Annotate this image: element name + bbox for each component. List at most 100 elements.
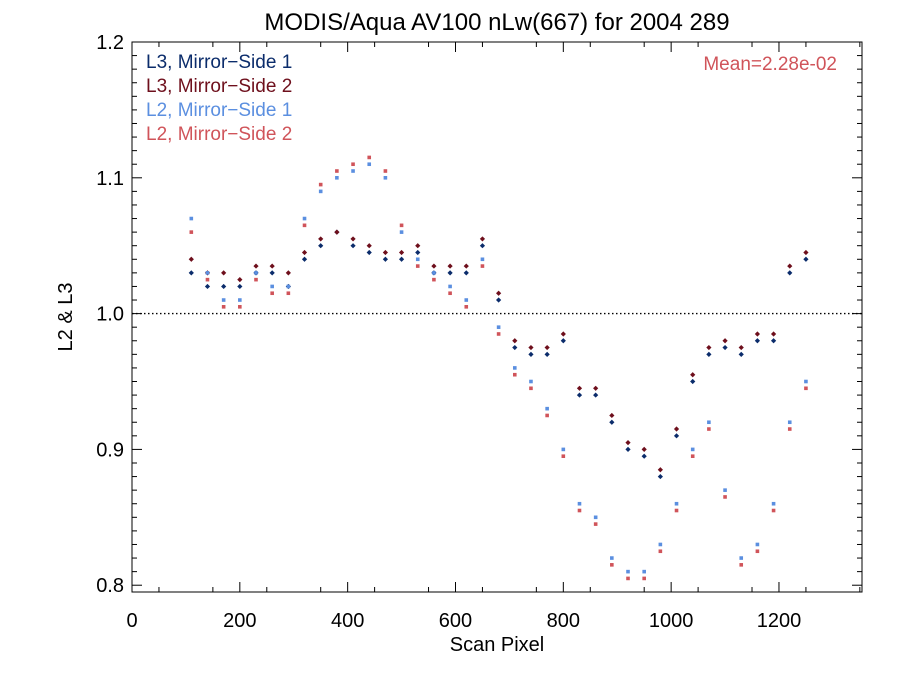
- data-point: [302, 223, 307, 228]
- data-point: [286, 291, 291, 296]
- data-point: [188, 270, 194, 276]
- data-point: [771, 501, 776, 506]
- data-point: [642, 569, 646, 574]
- data-point: [544, 344, 550, 351]
- data-point: [658, 542, 663, 547]
- data-point: [480, 257, 485, 262]
- data-point: [625, 446, 631, 453]
- data-point: [415, 243, 421, 249]
- data-point: [480, 264, 485, 268]
- data-point: [803, 249, 809, 256]
- data-point: [301, 256, 308, 262]
- data-point: [285, 270, 291, 276]
- data-point: [189, 230, 194, 234]
- data-point: [398, 249, 405, 256]
- legend-entry: L2, Mirror−Side 2: [146, 124, 292, 145]
- data-point: [204, 283, 211, 290]
- data-point: [335, 176, 339, 180]
- data-point: [755, 549, 760, 554]
- data-point: [560, 338, 566, 344]
- data-point: [576, 392, 583, 398]
- data-point: [383, 169, 388, 173]
- chart-title: MODIS/Aqua AV100 nLw(667) for 2004 289: [264, 9, 729, 36]
- data-point: [738, 351, 744, 357]
- data-point: [690, 372, 696, 378]
- data-point: [739, 556, 744, 560]
- data-point: [512, 344, 518, 351]
- data-point: [463, 263, 469, 269]
- data-point: [496, 325, 501, 329]
- data-point: [205, 277, 210, 282]
- series-3: [189, 162, 808, 574]
- x-tick-label: 800: [547, 610, 580, 632]
- data-point: [787, 420, 792, 425]
- data-point: [545, 406, 549, 411]
- data-point: [221, 270, 227, 276]
- data-point: [577, 501, 582, 506]
- data-point: [657, 467, 663, 473]
- data-point: [269, 263, 275, 269]
- data-point: [593, 515, 598, 520]
- data-point: [254, 277, 258, 282]
- data-point: [302, 216, 307, 221]
- data-point: [673, 426, 680, 432]
- data-point: [657, 473, 663, 480]
- data-point: [739, 563, 744, 567]
- data-point: [738, 344, 744, 351]
- data-point: [787, 270, 793, 276]
- data-point: [690, 378, 696, 385]
- data-point: [464, 305, 469, 309]
- data-point: [577, 508, 582, 513]
- data-point: [237, 277, 243, 283]
- data-point: [754, 338, 761, 344]
- data-point: [188, 256, 194, 262]
- data-point: [432, 271, 436, 275]
- x-tick-label: 1200: [757, 610, 802, 632]
- data-point: [610, 563, 614, 567]
- data-point: [238, 305, 242, 309]
- data-point: [350, 236, 356, 242]
- data-point: [367, 155, 372, 160]
- data-point: [707, 427, 711, 431]
- data-point: [270, 291, 274, 296]
- data-point: [318, 189, 323, 194]
- data-point: [464, 298, 469, 302]
- data-point: [350, 243, 356, 249]
- data-point: [658, 549, 663, 554]
- series-4: [189, 155, 808, 581]
- data-point: [626, 576, 630, 581]
- data-point: [609, 412, 615, 419]
- data-point: [770, 338, 777, 344]
- data-point: [366, 243, 372, 249]
- data-point: [463, 270, 469, 276]
- data-point: [448, 291, 452, 296]
- data-point: [334, 229, 340, 235]
- data-point: [593, 392, 599, 398]
- data-point: [625, 440, 631, 446]
- data-point: [398, 256, 405, 262]
- data-point: [528, 351, 534, 357]
- data-point: [383, 176, 388, 180]
- data-point: [318, 243, 324, 249]
- data-point: [512, 372, 517, 377]
- data-point: [641, 446, 647, 453]
- legend: L3, Mirror−Side 1 L3, Mirror−Side 2 L2, Mi…: [146, 52, 292, 145]
- data-point: [237, 283, 243, 290]
- x-tick-label: 0: [126, 610, 137, 632]
- data-point: [286, 284, 291, 289]
- data-points-layer: [188, 155, 809, 581]
- data-point: [447, 263, 453, 269]
- data-point: [366, 249, 372, 256]
- data-point: [415, 257, 420, 262]
- data-point: [787, 427, 792, 431]
- data-point: [804, 379, 808, 384]
- data-point: [722, 344, 728, 351]
- data-point: [803, 256, 809, 262]
- data-point: [431, 263, 437, 269]
- y-tick-label: 1.1: [96, 168, 124, 190]
- data-point: [561, 454, 566, 458]
- data-point: [382, 256, 388, 262]
- data-point: [512, 366, 517, 370]
